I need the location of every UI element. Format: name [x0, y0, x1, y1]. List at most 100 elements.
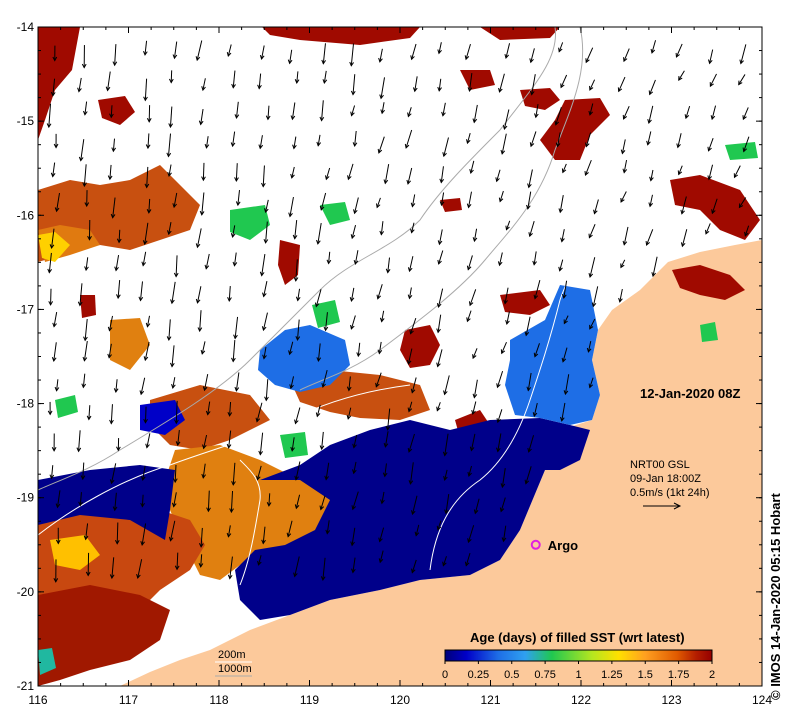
current-vector-arrow-icon — [85, 523, 89, 540]
current-vector-arrow-icon — [411, 222, 415, 233]
current-vector-head-icon — [501, 537, 507, 543]
current-vector-arrow-icon — [116, 522, 119, 544]
current-vector-head-icon — [350, 111, 355, 117]
colorbar-tick-label: 2 — [709, 669, 715, 681]
current-vector-arrow-icon — [111, 557, 115, 579]
current-vector-head-icon — [230, 142, 236, 148]
current-vector-arrow-icon — [445, 494, 450, 514]
current-vector-arrow-icon — [78, 430, 81, 452]
current-vector-arrow-icon — [589, 79, 596, 91]
current-vector-arrow-icon — [559, 259, 564, 271]
current-vector-head-icon — [529, 142, 535, 148]
current-vector-arrow-icon — [83, 164, 87, 187]
current-vector-head-icon — [350, 541, 355, 547]
current-vector-arrow-icon — [202, 162, 205, 181]
current-vector-head-icon — [171, 383, 176, 389]
current-vector-arrow-icon — [506, 311, 510, 325]
current-vector-head-icon — [532, 260, 537, 266]
current-vector-head-icon — [175, 441, 181, 447]
current-vector-arrow-icon — [295, 461, 301, 480]
current-vector-arrow-icon — [144, 40, 148, 55]
current-vector-head-icon — [295, 336, 301, 341]
current-vector-head-icon — [500, 349, 506, 355]
current-vector-arrow-icon — [53, 311, 58, 327]
current-vector-arrow-icon — [415, 524, 420, 536]
current-vector-arrow-icon — [503, 109, 510, 130]
current-vector-arrow-icon — [437, 349, 443, 367]
map-body: Argo NRT00 GSL 09-Jan 18:00Z 0.5m/s (1kt… — [38, 27, 762, 686]
current-vector-arrow-icon — [525, 466, 532, 484]
current-vector-arrow-icon — [468, 465, 472, 477]
current-vector-arrow-icon — [139, 281, 143, 301]
current-vector-arrow-icon — [85, 257, 89, 271]
current-vector-head-icon — [261, 182, 266, 188]
current-vector-arrow-icon — [141, 523, 147, 546]
current-vector-arrow-icon — [227, 44, 232, 57]
current-vector-arrow-icon — [289, 341, 294, 355]
current-vector-head-icon — [347, 175, 352, 181]
current-vector-arrow-icon — [384, 431, 389, 447]
current-vector-arrow-icon — [144, 341, 150, 361]
current-vector-head-icon — [589, 324, 594, 330]
current-vector-arrow-icon — [52, 78, 56, 96]
current-vector-head-icon — [86, 415, 92, 421]
current-vector-arrow-icon — [497, 409, 503, 423]
current-vector-arrow-icon — [375, 372, 382, 387]
current-vector-head-icon — [589, 85, 594, 91]
current-vector-head-icon — [502, 125, 508, 131]
current-vector-arrow-icon — [469, 289, 477, 306]
current-vector-arrow-icon — [496, 370, 504, 388]
current-vector-head-icon — [439, 178, 445, 184]
current-vector-arrow-icon — [232, 70, 236, 88]
current-vector-arrow-icon — [585, 132, 592, 147]
current-vector-head-icon — [76, 447, 82, 453]
current-vector-head-icon — [81, 383, 87, 389]
colorbar-ticks: 0 0.25 0.5 0.75 1 1.25 1.5 1.75 2 — [442, 661, 715, 681]
current-vector-arrow-icon — [112, 197, 116, 218]
current-vector-head-icon — [529, 58, 534, 64]
current-vector-head-icon — [584, 170, 589, 176]
current-vector-head-icon — [738, 80, 743, 86]
current-vector-arrow-icon — [295, 494, 301, 509]
current-vector-arrow-icon — [326, 520, 330, 534]
current-vector-head-icon — [677, 170, 683, 176]
current-vector-head-icon — [195, 56, 201, 62]
current-vector-arrow-icon — [585, 47, 594, 63]
current-vector-arrow-icon — [52, 162, 56, 177]
current-vector-arrow-icon — [321, 100, 324, 121]
current-vector-arrow-icon — [354, 250, 359, 265]
current-vector-head-icon — [294, 419, 299, 425]
current-vector-head-icon — [705, 229, 710, 235]
current-vector-arrow-icon — [589, 103, 594, 115]
current-vector-arrow-icon — [109, 164, 112, 180]
current-vector-head-icon — [591, 302, 597, 308]
current-vector-head-icon — [143, 96, 148, 102]
current-vector-head-icon — [319, 116, 325, 122]
current-vector-arrow-icon — [148, 198, 151, 213]
current-vector-head-icon — [172, 478, 178, 484]
current-vector-arrow-icon — [228, 286, 231, 301]
current-vector-head-icon — [231, 357, 236, 363]
lat-tick-label: -20 — [17, 585, 35, 599]
current-vector-head-icon — [352, 469, 357, 475]
current-vector-head-icon — [711, 209, 716, 215]
current-vector-head-icon — [142, 240, 148, 246]
current-vector-arrow-icon — [203, 434, 208, 449]
current-vector-arrow-icon — [381, 491, 385, 504]
current-vector-head-icon — [114, 266, 119, 272]
current-vector-head-icon — [82, 110, 88, 116]
current-vector-arrow-icon — [380, 221, 384, 235]
map-timestamp: 12-Jan-2020 08Z — [640, 386, 741, 401]
current-vector-arrow-icon — [649, 194, 653, 207]
current-vector-arrow-icon — [353, 434, 358, 448]
current-vector-head-icon — [200, 349, 206, 355]
current-vector-arrow-icon — [202, 463, 206, 478]
current-vector-head-icon — [84, 202, 90, 208]
current-vector-head-icon — [524, 331, 530, 337]
current-vector-arrow-icon — [296, 71, 299, 83]
current-vector-head-icon — [561, 357, 567, 363]
current-vector-arrow-icon — [235, 163, 238, 181]
colorbar-tick-label: 1 — [575, 669, 581, 681]
current-vector-arrow-icon — [437, 288, 444, 308]
current-vector-arrow-icon — [56, 379, 59, 391]
